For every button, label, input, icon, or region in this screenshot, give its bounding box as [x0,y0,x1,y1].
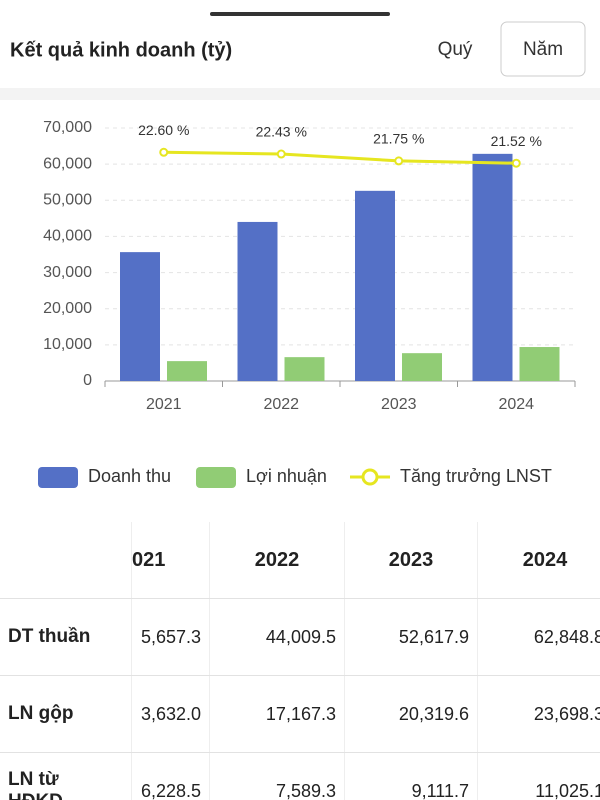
bar [167,361,207,381]
table-cell: 44,009.5 [210,599,345,675]
y-tick-label: 0 [83,372,92,389]
notch [210,12,390,16]
bar [120,252,160,381]
table-cell: 7,589.3 [210,753,345,800]
data-label: 22.43 % [256,124,307,140]
header-cell: 021 [132,522,210,598]
tab[interactable]: Quý [438,39,473,60]
legend-point [361,468,379,486]
tab-button[interactable] [500,21,586,77]
y-tick-label: 60,000 [43,155,92,172]
line [163,150,517,165]
x-tick-label: 2022 [263,396,299,413]
legend-swatch [196,467,236,488]
header-cell [0,522,132,598]
x-tick-label: 2023 [381,396,417,413]
separator [0,88,600,100]
bar [284,357,325,381]
line-point [276,149,286,159]
table-cell: 6,228.5 [132,753,210,800]
table-row: LN từ HĐKD6,228.57,589.39,111.711,025.1 [0,753,600,800]
data-label: 21.75 % [373,131,424,147]
tab[interactable]: Năm [523,39,563,60]
table-cell: 3,632.0 [132,676,210,752]
data-label: 22.60 % [138,122,189,138]
x-tick-label: 2021 [146,396,182,413]
bar [472,153,513,381]
title: Kết quả kinh doanh (tỷ) [10,39,232,61]
line-point [394,156,404,166]
data-label: 21.52 % [491,133,542,149]
table-row: LN gộp 3,632.0 17,167.3 20,319.6 23,698.3 [0,676,600,753]
chart: Kết quả kinh doanh (tỷ) Quý Năm 0 10,000 2… [0,12,600,488]
legend-label: Lợi nhuận [246,466,327,486]
bar [519,347,560,381]
table-row: DT thuần 5,657.3 44,009.5 52,617.9 62,848.8 [0,599,600,676]
header-cell: 2024 [478,522,600,598]
table-cell: 11,025.1 [478,753,600,800]
row-label: LN gộp [0,676,132,752]
y-tick-label: 50,000 [43,192,92,209]
table-cell: 23,698.3 [478,676,600,752]
y-tick-label: 10,000 [43,336,92,353]
y-tick-label: 40,000 [43,228,92,245]
table: 021 2022 2023 2024 DT thuần 5,657.3 44,009.5 52… [0,522,600,800]
table-cell: 20,319.6 [345,676,478,752]
x-tick-label: 2024 [498,396,534,413]
table-cell: 9,111.7 [345,753,478,800]
bar [402,353,442,381]
legend-swatch [38,467,78,488]
table-header: 021 2022 2023 2024 [0,522,600,599]
y-tick-label: 70,000 [43,119,92,136]
line-point [511,158,521,168]
y-tick-label: 20,000 [43,300,92,317]
legend-label: Doanh thu [88,466,171,486]
table-cell: 5,657.3 [132,599,210,675]
legend-label: Tăng trưởng LNST [400,466,552,486]
row-label: LN từ HĐKD [0,753,132,800]
header-cell: 2022 [210,522,345,598]
table-cell: 62,848.8 [478,599,600,675]
line-point [159,147,169,157]
bar [237,221,278,381]
y-tick-label: 30,000 [43,264,92,281]
table-cell: 17,167.3 [210,676,345,752]
table-cell: 52,617.9 [345,599,478,675]
row-label: DT thuần [0,599,132,675]
bar [355,190,395,381]
header-cell: 2023 [345,522,478,598]
